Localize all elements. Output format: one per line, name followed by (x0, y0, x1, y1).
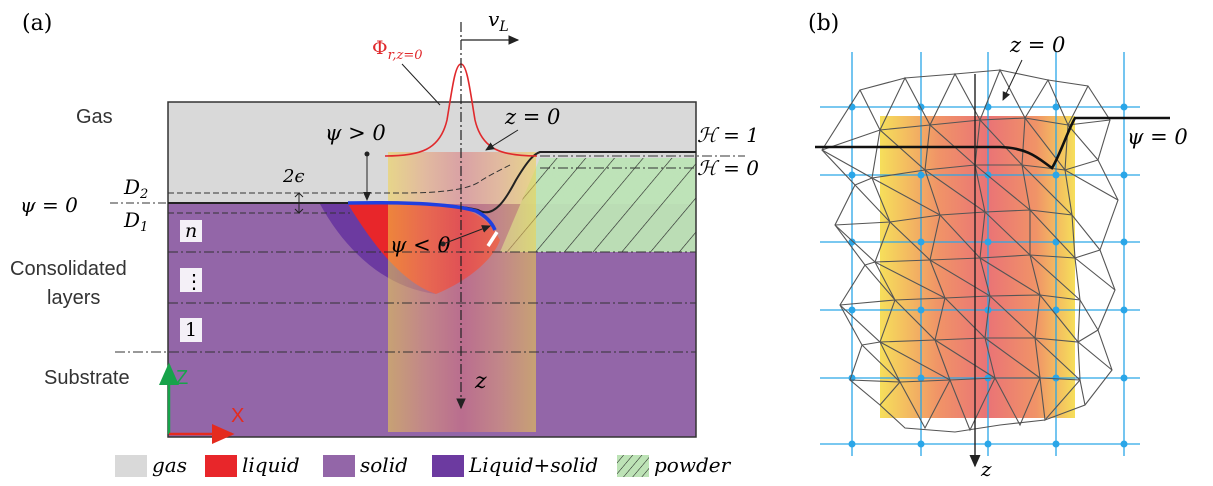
psi-negative-arrow (442, 225, 491, 245)
panel-a: (a) (10, 7, 759, 444)
d1-label: D1 (123, 208, 148, 235)
psi-positive-dot (364, 151, 370, 157)
h-one-label: ℋ = 1 (697, 123, 759, 147)
panel-b-z-label: z (980, 457, 992, 481)
powder-region (500, 158, 696, 252)
gas-label: Gas (76, 106, 113, 128)
substrate-label: Substrate (44, 367, 130, 389)
legend-swatch-powder (617, 455, 649, 477)
psi-zero-left-label: ψ = 0 (20, 193, 78, 217)
d2-label: D2 (123, 175, 148, 202)
panel-b-z-zero-leader (1002, 59, 1023, 101)
panel-b: (b) (808, 11, 1188, 481)
psi-positive-label: ψ > 0 (325, 121, 386, 145)
panel-b-z-zero-label: z = 0 (1009, 33, 1065, 57)
consolidated-label-line2: layers (47, 287, 100, 309)
legend-swatch-liquid (205, 455, 237, 477)
layer-dots-label: ⋮ (184, 269, 204, 293)
pool-interface (347, 200, 497, 231)
axis-z-label: Z (176, 367, 188, 389)
layer-n-label: n (185, 220, 197, 242)
psi-negative-dot (440, 241, 446, 247)
laser-z-label: z (474, 369, 487, 394)
legend-label-gas: gas (152, 453, 187, 477)
panel-a-label: (a) (22, 11, 52, 36)
interface-width-ticks (294, 192, 304, 214)
psi-zero-front (815, 116, 1170, 170)
flux-leader (401, 63, 441, 106)
panel-b-label: (b) (808, 11, 839, 36)
interface-width-label: 2ϵ (282, 166, 305, 187)
consolidated-label-line1: Consolidated (10, 258, 127, 280)
legend-label-liquid-solid: Liquid+solid (468, 453, 598, 477)
z-zero-leader (485, 129, 519, 151)
legend-label-liquid: liquid (242, 453, 300, 477)
legend-swatch-gas (115, 455, 147, 477)
layer-lines (115, 155, 745, 353)
white-segment (486, 231, 499, 247)
structured-grid (820, 52, 1140, 456)
layer-1-label: 1 (185, 319, 197, 341)
laser-column (388, 152, 536, 432)
panel-b-psi-zero-label: ψ = 0 (1127, 125, 1188, 149)
domain-border (167, 101, 697, 438)
flux-label: Φr,z=0 (372, 37, 423, 63)
legend-swatch-solid (323, 455, 355, 477)
psi-negative-label: ψ < 0 (390, 233, 451, 257)
legend-label-solid: solid (360, 453, 408, 477)
legend: gas liquid solid Liquid+solid powder (115, 453, 732, 477)
laser-footprint (880, 116, 1075, 418)
layer-1-box (180, 318, 202, 342)
z-zero-label: z = 0 (504, 105, 560, 129)
d2-line (168, 164, 511, 194)
velocity-label: vL (488, 7, 509, 35)
h-zero-label: ℋ = 0 (697, 156, 759, 180)
layer-n-box (180, 220, 202, 242)
layer-dots-box (180, 268, 202, 292)
legend-swatch-liquid-solid (432, 455, 464, 477)
axis-x-label: X (231, 405, 244, 427)
legend-label-powder: powder (654, 453, 732, 477)
